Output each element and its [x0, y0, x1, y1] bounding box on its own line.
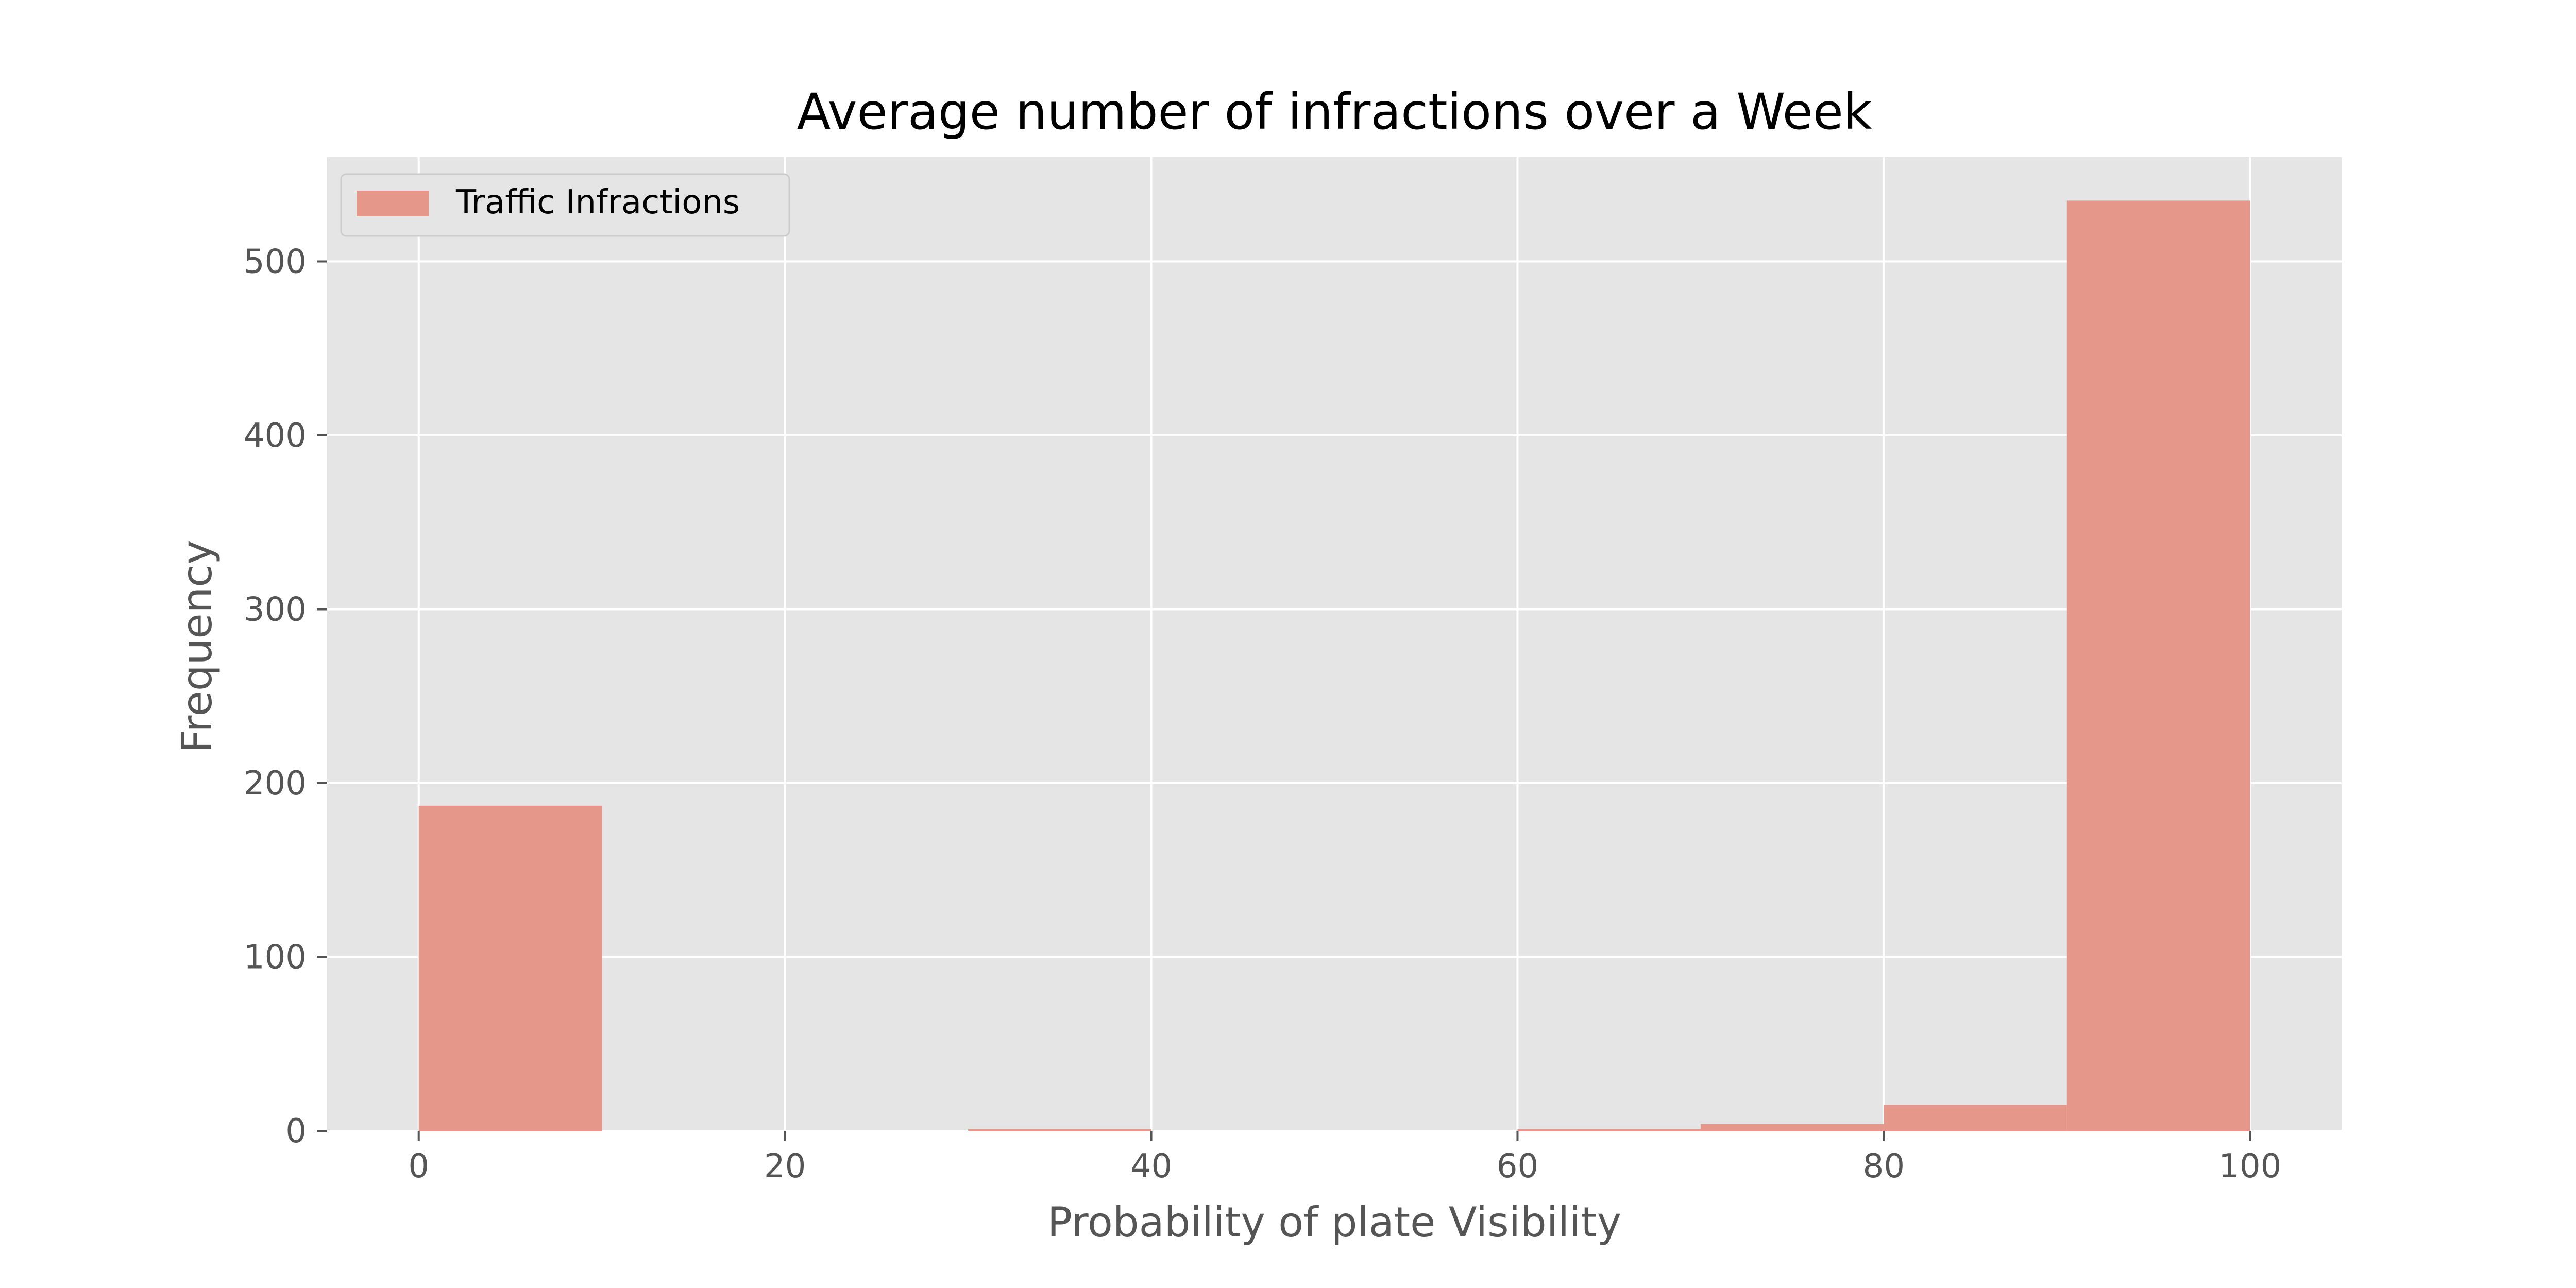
y-tick-label: 0 — [285, 1112, 307, 1150]
y-tick-label: 300 — [244, 591, 307, 629]
histogram-bar — [1517, 1129, 1701, 1131]
y-tick-label: 200 — [244, 765, 307, 803]
y-axis-label: Frequency — [173, 540, 221, 753]
histogram-bar — [418, 805, 602, 1131]
y-axis-ticks: 0 100 200 300 400 500 — [244, 243, 327, 1150]
legend-swatch — [357, 191, 429, 216]
x-tick-label: 80 — [1863, 1147, 1905, 1185]
y-tick-label: 400 — [244, 417, 307, 455]
x-axis-label: Probability of plate Visibility — [1047, 1198, 1621, 1246]
legend-label: Traffic Infractions — [455, 183, 740, 222]
bars — [418, 200, 2250, 1131]
legend-box — [340, 173, 790, 237]
histogram-bar — [968, 1129, 1151, 1131]
x-tick-label: 60 — [1497, 1147, 1538, 1185]
x-tick-label: 0 — [408, 1147, 429, 1185]
histogram-bar — [2066, 200, 2250, 1131]
plot-area — [327, 157, 2342, 1131]
x-tick-label: 20 — [764, 1147, 806, 1185]
chart-title: Average number of infractions over a Wee… — [797, 83, 1872, 141]
x-tick-label: 100 — [2218, 1147, 2281, 1185]
x-tick-label: 40 — [1130, 1147, 1172, 1185]
y-tick-label: 100 — [244, 939, 307, 977]
histogram-bar — [1700, 1124, 1884, 1131]
y-tick-label: 500 — [244, 243, 307, 281]
x-axis-ticks: 0 20 40 60 80 100 — [408, 1131, 2281, 1185]
legend: Traffic Infractions — [340, 173, 790, 237]
histogram-bar — [1884, 1105, 2067, 1131]
